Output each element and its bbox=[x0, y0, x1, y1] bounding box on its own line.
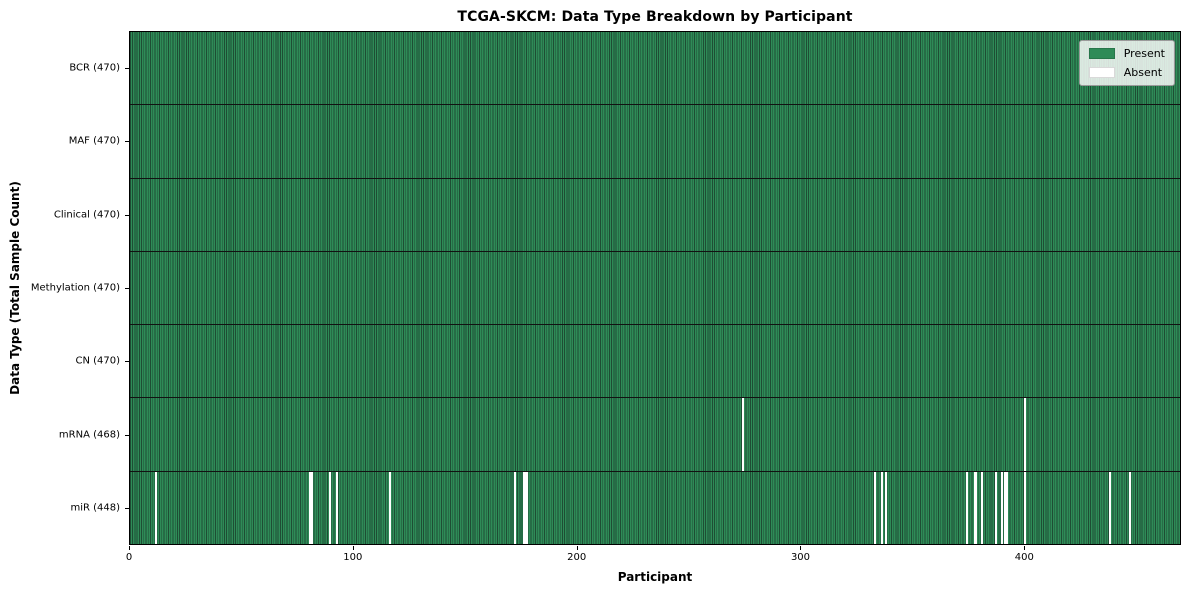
absent-gap bbox=[335, 471, 338, 544]
legend-absent-label: Absent bbox=[1123, 66, 1163, 79]
x-tick-label: 400 bbox=[1014, 552, 1034, 563]
y-tick-mark bbox=[125, 141, 129, 143]
x-tick-mark bbox=[1024, 546, 1026, 550]
y-tick-label-miR: miR (448) bbox=[70, 502, 120, 514]
absent-gap bbox=[994, 471, 997, 544]
absent-gap bbox=[974, 471, 977, 544]
absent-gap bbox=[885, 471, 888, 544]
y-tick-label-Methylation: Methylation (470) bbox=[30, 282, 120, 294]
heatmap-row-miR bbox=[130, 470, 1180, 544]
x-axis-label: Participant bbox=[617, 570, 693, 584]
y-tick-label-MAF: MAF (470) bbox=[68, 135, 120, 147]
absent-gap bbox=[154, 471, 157, 544]
absent-gap bbox=[880, 471, 883, 544]
y-axis-labels: BCR (470) MAF (470) Clinical (470) Methylat… bbox=[0, 31, 124, 545]
x-tick-mark bbox=[129, 546, 130, 550]
absent-swatch-icon bbox=[1088, 67, 1115, 78]
x-tick-label: 100 bbox=[343, 552, 363, 563]
absent-gap bbox=[308, 471, 311, 544]
absent-gap bbox=[1108, 471, 1111, 544]
legend: Present Absent bbox=[1078, 40, 1175, 86]
heatmap-row-CN bbox=[130, 324, 1180, 398]
absent-gap bbox=[1001, 471, 1004, 544]
x-tick-mark bbox=[352, 546, 354, 550]
absent-gap bbox=[965, 471, 968, 544]
y-tick-label-Clinical: Clinical (470) bbox=[53, 209, 120, 221]
absent-gap bbox=[525, 471, 528, 544]
y-tick-mark bbox=[125, 361, 129, 363]
absent-gap bbox=[1023, 398, 1026, 471]
chart-title: TCGA-SKCM: Data Type Breakdown by Partic… bbox=[457, 9, 853, 25]
y-tick-mark bbox=[125, 434, 129, 436]
absent-gap bbox=[310, 471, 314, 544]
absent-gap bbox=[981, 471, 984, 544]
x-axis: 0 100 200 300 400 bbox=[125, 545, 1181, 571]
x-tick-label: 300 bbox=[790, 552, 811, 563]
heatmap-row-Methylation bbox=[130, 250, 1180, 325]
y-tick-label-mRNA: mRNA (468) bbox=[58, 429, 120, 441]
absent-gap bbox=[389, 471, 392, 544]
y-tick-mark bbox=[125, 508, 129, 510]
absent-gap bbox=[742, 398, 745, 471]
y-tick-label-CN: CN (470) bbox=[75, 355, 120, 367]
absent-gap bbox=[1005, 471, 1008, 544]
absent-gap bbox=[523, 471, 526, 544]
x-tick-mark bbox=[800, 546, 802, 550]
heatmap-row-Clinical bbox=[130, 177, 1180, 251]
present-swatch-icon bbox=[1088, 48, 1115, 59]
absent-gap bbox=[1003, 471, 1006, 544]
x-tick-label: 0 bbox=[125, 552, 133, 563]
absent-gap bbox=[1023, 471, 1026, 544]
heatmap-row-mRNA bbox=[130, 397, 1180, 471]
absent-gap bbox=[328, 471, 332, 544]
y-tick-mark bbox=[125, 288, 129, 289]
y-tick-mark bbox=[125, 214, 129, 216]
legend-present-label: Present bbox=[1123, 47, 1165, 60]
y-tick-label-BCR: BCR (470) bbox=[69, 62, 120, 74]
x-tick-label: 200 bbox=[567, 552, 587, 563]
heatmap-row-BCR bbox=[130, 32, 1180, 105]
absent-gap bbox=[1128, 471, 1131, 544]
absent-gap bbox=[873, 471, 877, 544]
y-tick-mark bbox=[125, 67, 129, 69]
heatmap-row-MAF bbox=[130, 104, 1180, 178]
absent-gap bbox=[514, 471, 517, 544]
legend-item-absent: Absent bbox=[1088, 66, 1165, 79]
legend-item-present: Present bbox=[1088, 47, 1165, 60]
x-tick-mark bbox=[576, 546, 578, 550]
plot-area: Present Absent bbox=[129, 31, 1181, 545]
